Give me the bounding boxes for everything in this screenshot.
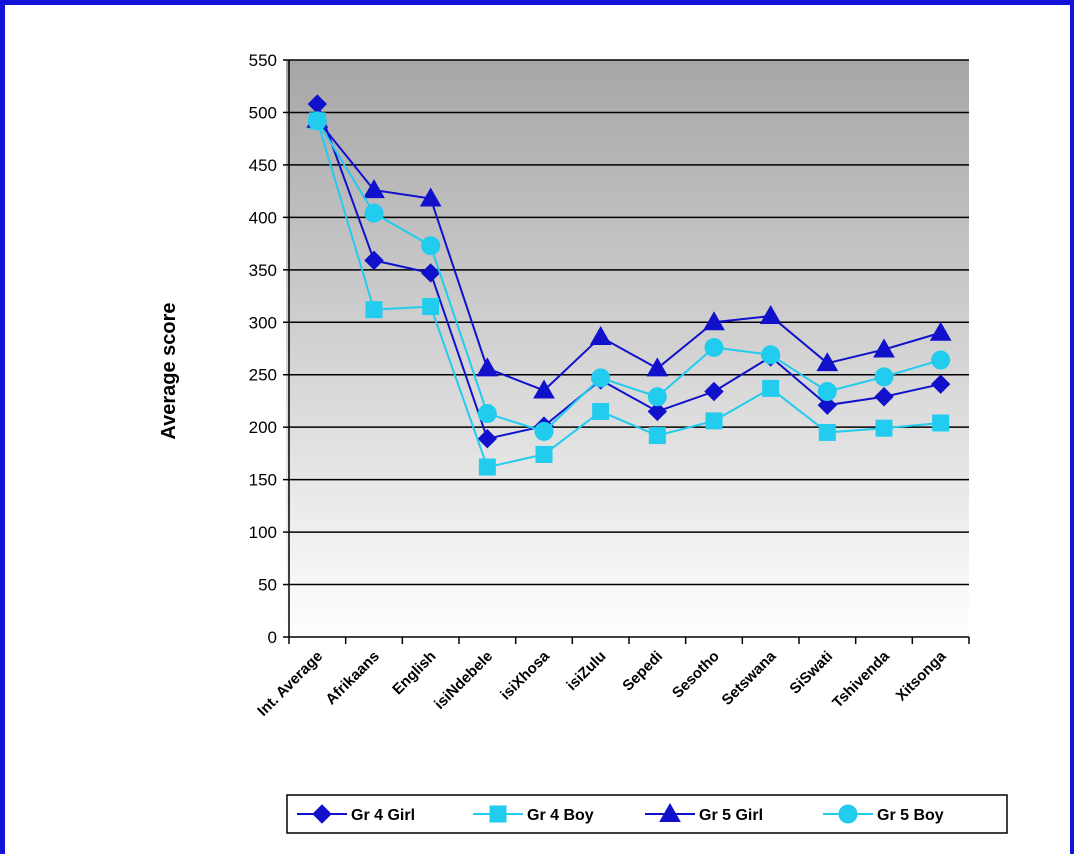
series-line — [316, 120, 941, 433]
y-axis-label: Average score — [158, 302, 180, 439]
data-point — [874, 367, 894, 387]
data-point — [535, 445, 553, 463]
data-point — [533, 379, 555, 399]
data-point — [932, 414, 950, 432]
x-tick-label: English — [389, 648, 439, 698]
data-point — [761, 345, 781, 365]
data-point — [875, 419, 893, 437]
data-point — [930, 374, 951, 394]
y-tick-label: 450 — [249, 156, 277, 175]
series-line — [316, 103, 941, 440]
data-point — [365, 301, 383, 319]
y-tick-label: 200 — [249, 418, 277, 437]
series-gr-4-boy — [308, 112, 950, 476]
data-point — [759, 304, 782, 324]
data-point — [703, 311, 725, 331]
data-point — [647, 401, 668, 422]
data-point — [589, 325, 612, 345]
data-point — [476, 357, 499, 377]
y-tick-label: 250 — [249, 366, 277, 385]
x-tick-label: Xitsonga — [893, 647, 950, 704]
x-tick-label: Tshivenda — [829, 647, 893, 711]
x-tick-label: Int. Average — [254, 648, 326, 720]
series-group — [306, 94, 952, 476]
x-tick-label: SiSwati — [786, 648, 836, 698]
data-point — [929, 321, 952, 341]
data-point — [592, 402, 610, 420]
data-point — [762, 379, 780, 397]
data-point — [816, 352, 839, 372]
line-chart: 0 50 100 150 200 250 300 350 400 450 500 550 Int. A… — [158, 51, 1008, 834]
data-point — [422, 298, 440, 316]
data-point — [817, 395, 838, 415]
y-tick-label: 50 — [258, 576, 277, 595]
data-point — [420, 263, 441, 283]
data-point — [874, 387, 894, 407]
legend-marker — [838, 804, 858, 824]
data-point — [534, 421, 554, 441]
y-tick-label: 500 — [249, 103, 277, 122]
data-point — [818, 423, 836, 441]
series-line — [316, 120, 941, 469]
legend-label: Gr 5 Boy — [877, 807, 944, 824]
y-tick-label: 150 — [249, 471, 277, 490]
legend-entry: Gr 4 Boy — [473, 805, 594, 824]
data-point — [873, 338, 895, 358]
data-point — [364, 250, 384, 271]
data-point — [591, 368, 611, 388]
data-point — [478, 458, 496, 476]
y-tick-label: 100 — [249, 523, 277, 542]
y-tick-label: 0 — [268, 628, 277, 647]
data-point — [307, 111, 327, 131]
legend-label: Gr 4 Girl — [351, 807, 415, 824]
y-axis-ticks: 0 50 100 150 200 250 300 350 400 450 500 550 — [249, 51, 289, 647]
data-point — [419, 187, 442, 207]
data-point — [817, 382, 837, 402]
gridlines — [289, 59, 969, 586]
x-tick-label: Setswana — [719, 647, 780, 708]
x-tick-label: isiXhosa — [497, 647, 553, 703]
series-line — [316, 119, 941, 392]
data-point — [648, 427, 666, 445]
x-tick-label: isiZulu — [563, 648, 609, 694]
plot-area — [286, 60, 969, 638]
y-tick-label: 300 — [249, 313, 277, 332]
legend-marker — [312, 804, 332, 824]
legend-marker — [489, 805, 507, 823]
y-tick-label: 350 — [249, 261, 277, 280]
legend-entry: Gr 5 Boy — [823, 804, 944, 824]
y-tick-label: 400 — [249, 208, 277, 227]
data-point — [647, 387, 667, 407]
y-tick-label: 550 — [249, 51, 277, 70]
legend-entry: Gr 5 Girl — [645, 802, 763, 824]
data-point — [704, 337, 724, 357]
data-point — [363, 179, 385, 199]
data-point — [477, 429, 498, 449]
legend-marker — [659, 802, 681, 822]
legend-label: Gr 5 Girl — [699, 807, 763, 824]
data-point — [705, 412, 723, 430]
x-tick-label: isiNdebele — [431, 648, 496, 713]
data-point — [704, 381, 724, 402]
legend: Gr 4 Girl Gr 4 Boy Gr 5 Girl Gr 5 Boy — [286, 794, 1008, 834]
data-point — [646, 357, 669, 377]
legend-entry: Gr 4 Girl — [297, 804, 415, 824]
x-tick-label: Sepedi — [619, 648, 666, 695]
legend-label: Gr 4 Boy — [527, 807, 594, 824]
x-tick-label: Sesotho — [669, 648, 723, 702]
data-point — [421, 236, 441, 256]
data-point — [931, 350, 951, 370]
data-point — [364, 203, 384, 223]
series-gr-5-boy — [307, 111, 951, 441]
data-point — [477, 404, 497, 424]
x-tick-label: Afrikaans — [322, 648, 382, 708]
